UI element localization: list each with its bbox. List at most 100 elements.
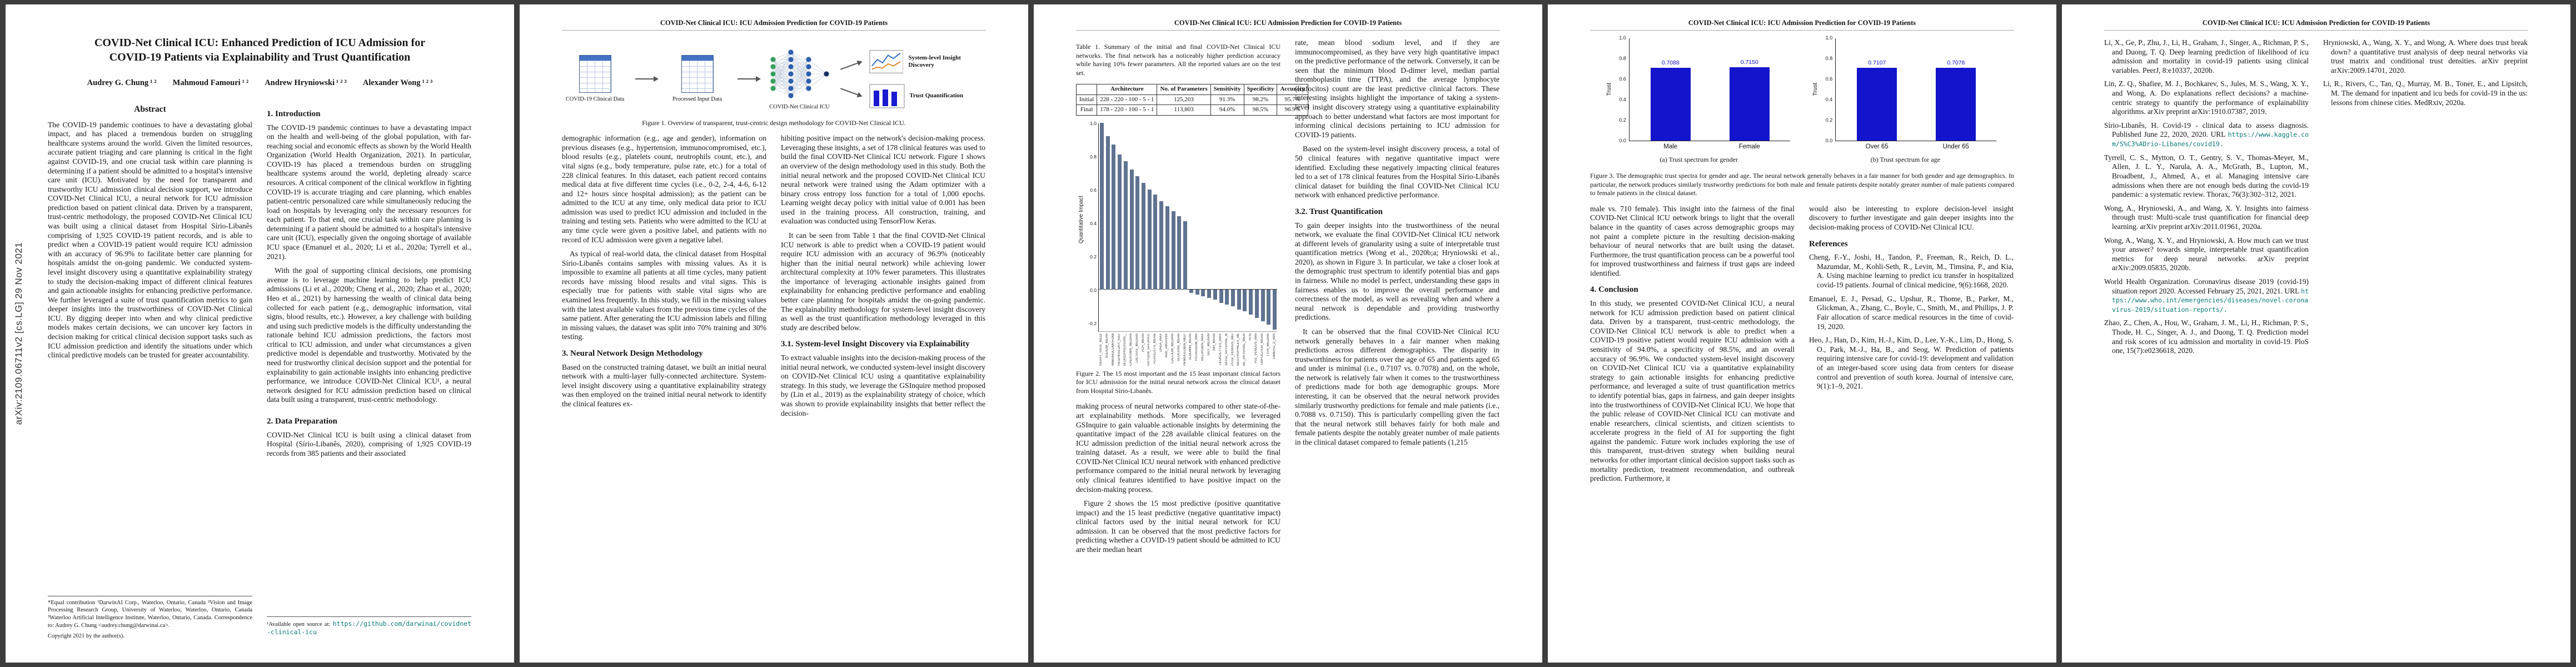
reference-url-link[interactable]: https://www.who.int/emergencies/diseases… — [2112, 287, 2309, 313]
figure2-bar — [1171, 211, 1175, 290]
reference-text: Emanuel, E. J., Persad, G., Upshur, R., … — [1809, 294, 2014, 331]
figure1-node-label: COVID-Net Clinical ICU — [769, 104, 830, 110]
figure2-x-tick-label: LACTATE_MEDIAN — [1135, 333, 1139, 363]
figure2-bar — [1159, 201, 1164, 290]
paper-page-2: COVID-Net Clinical ICU: ICU Admission Pr… — [520, 4, 1028, 663]
figure3-y-tick-label: 0.2 — [1619, 117, 1626, 123]
reference-entry: Hryniowski, A., Wang, X. Y., and Wong, A… — [2323, 38, 2528, 75]
figure3a-y-axis-label: Trust — [1605, 83, 1612, 96]
section-2-heading: 2. Data Preparation — [267, 416, 337, 426]
arxiv-stamp: arXiv:2109.06711v2 [cs.LG] 29 Nov 2021 — [13, 242, 24, 425]
arrow-right-icon — [737, 76, 761, 82]
page3-left-column: Table 1. Summary of the initial and fina… — [1075, 38, 1309, 560]
figure3-y-tick-label: 0.0 — [1619, 138, 1626, 143]
body-paragraph: To gain deeper insights into the trustwo… — [1295, 221, 1499, 322]
figure1-node-processed-data: Processed Input Data — [665, 55, 730, 103]
figure-3a-subcaption: (a) Trust spectrum for gender — [1660, 156, 1738, 163]
figure1-node-network: COVID-Net Clinical ICU — [767, 47, 833, 111]
table1-cell: Initial — [1075, 94, 1098, 106]
body-paragraph: rate, mean blood sodium level, and if th… — [1295, 38, 1499, 139]
body-paragraph: hibiting positive impact on the network'… — [781, 134, 985, 226]
figure2-bar — [1195, 289, 1199, 295]
references-list: Cheng, F.-Y., Joshi, H., Tandon, P., Fre… — [1809, 253, 2014, 391]
figure3-y-tick-label: 0.6 — [1619, 76, 1626, 82]
table1-header-cell: Architecture — [1097, 84, 1158, 95]
table1-header-row: Architecture No. of Parameters Sensitivity… — [1075, 84, 1309, 95]
running-header: COVID-Net Clinical ICU: ICU Admission Pr… — [2202, 19, 2430, 27]
figure2-x-tick-label: SODIUM_MEAN — [1105, 333, 1109, 359]
figure2-bar — [1213, 289, 1217, 300]
reference-text: Zhao, Z., Chen, A., Hou, W., Graham, J. … — [2104, 318, 2309, 355]
figure2-bar — [1267, 289, 1271, 325]
figure2-plot-area: -0.2 0.0 0.2 0.4 0.6 0.8 1.0 HEART_RATE_MEDIAN S… — [1088, 121, 1277, 366]
figure2-bar — [1118, 154, 1122, 290]
table1-cell: 98.2% — [1243, 94, 1278, 106]
table1-cell: 94.0% — [1210, 104, 1244, 116]
table1-row: Final 178 - 220 - 100 - 5 - 1 113,803 94.0%… — [1075, 104, 1309, 116]
processed-data-table-icon — [681, 55, 714, 93]
references-heading: References — [1809, 239, 1848, 248]
paper-page-5: COVID-Net Clinical ICU: ICU Admission Pr… — [2062, 4, 2570, 663]
section-4-heading: 4. Conclusion — [1590, 285, 1638, 295]
page5-left-column: Li, X., Ge, P., Zhu, J., Li, H., Graham,… — [2104, 38, 2309, 360]
body-paragraph: male vs. 710 female). This insight into … — [1590, 204, 1795, 277]
figure2-x-tick-label: NEUTROPHILES_MEAN — [1237, 333, 1240, 366]
body-paragraph: It can be seen from Table 1 that the fin… — [781, 231, 985, 332]
body-paragraph: Based on the system-level insight discov… — [1295, 145, 1499, 200]
figure2-y-tick-label: 0.4 — [1090, 220, 1097, 226]
affiliation-footnote-block: *Equal contribution ¹DarwinAI Corp., Wat… — [48, 595, 252, 640]
table1-header-cell: Sensitivity — [1210, 84, 1244, 95]
reference-text: Sírio-Libanês, H. Covid-19 - clinical da… — [2104, 121, 2309, 139]
figure1-node-label: Processed Input Data — [672, 96, 723, 102]
code-repo-link[interactable]: https://github.com/darwinai/covidnet-cli… — [267, 619, 471, 636]
section-3-2-heading: 3.2. Trust Quantification — [1295, 207, 1383, 216]
figure2-bar — [1142, 182, 1145, 290]
insight-charts-icon — [869, 50, 903, 74]
paper-page-1: arXiv:2109.06711v2 [cs.LG] 29 Nov 2021 C… — [6, 4, 514, 663]
intro-paragraph-2: With the goal of supporting clinical dec… — [267, 266, 471, 404]
figure3-y-tick-label: 0.8 — [1825, 56, 1833, 61]
figure2-bar — [1153, 194, 1158, 290]
figure2-x-tick-label: POTASSIUM_MIN — [1195, 333, 1199, 361]
reference-url-link[interactable]: https://www.kaggle.com/S%C3%ADrio-Libane… — [2112, 131, 2309, 148]
trust-bar — [1650, 67, 1691, 141]
figure1-node-label: Trust Quantification — [909, 92, 964, 99]
figure3-y-tick-label: 0.4 — [1619, 97, 1626, 102]
reference-entry: Sírio-Libanês, H. Covid-19 - clinical da… — [2104, 121, 2309, 149]
figure2-y-tick-label: 0.2 — [1090, 253, 1097, 260]
reference-text: World Health Organization. Coronavirus d… — [2104, 277, 2309, 295]
body-paragraph: It can be observed that the final COVID-… — [1295, 327, 1499, 446]
figure2-y-axis-label: Quantitative Impact — [1078, 195, 1084, 243]
references-list: Li, X., Ge, P., Zhu, J., Li, H., Graham,… — [2104, 38, 2309, 356]
table1-header-cell: Accuracy — [1277, 84, 1309, 95]
figure2-bar — [1273, 289, 1277, 330]
reference-text: Li, R., Rivers, C., Tan, Q., Murray, M. … — [2323, 79, 2528, 107]
figure1-node-label: System-level Insight Discovery — [908, 54, 961, 69]
reference-text: Wong, A., Hryniowski, A., and Wang, X. Y… — [2104, 203, 2309, 231]
body-paragraph: Figure 2 shows the 15 most predictive (p… — [1076, 499, 1280, 554]
table1-cell: 96.9% — [1277, 104, 1309, 116]
figure2-y-tick-label: -0.2 — [1088, 320, 1097, 326]
figure2-bar — [1237, 289, 1241, 310]
table1-cell: Final — [1075, 104, 1098, 116]
reference-text: Heo, J., Han, D., Kim, H.-J., Kim, D., L… — [1809, 336, 2014, 391]
table1-header-cell: No. of Parameters — [1157, 84, 1211, 95]
figure2-bar — [1112, 144, 1116, 290]
figure-3b-chart: Trust 0.0 0.2 0.4 0.6 0.8 1.0 0.7107 Over 65 0.7… — [1811, 35, 2000, 164]
figure2-x-tick-label: HEMOGLOBIN_MEDIAN — [1183, 333, 1187, 366]
figure2-bar — [1129, 169, 1134, 290]
figure1-node-label: COVID-19 Clinical Data — [565, 96, 625, 102]
figure2-x-tick-label: TTPA_MEDIAN — [1266, 333, 1270, 357]
page4-left-column: male vs. 710 female). This insight into … — [1590, 205, 1795, 489]
figure2-bar — [1135, 176, 1140, 290]
header-rule — [1076, 30, 1500, 31]
page2-right-column: hibiting positive impact on the network'… — [781, 134, 985, 423]
figure2-bar — [1183, 221, 1188, 290]
reference-entry: Heo, J., Han, D., Kim, H.-J., Kim, D., L… — [1809, 336, 2014, 391]
figure2-x-tick-label: LEUKOCYTES_MAX — [1219, 333, 1223, 365]
section-1-heading: 1. Introduction — [267, 109, 321, 118]
figure3-y-tick-label: 1.0 — [1825, 35, 1833, 41]
body-paragraph: would also be interesting to explore dec… — [1809, 204, 2014, 231]
trust-bar-category-label: Male — [1663, 143, 1678, 150]
body-paragraph: demographic information (e.g., age and g… — [562, 134, 766, 244]
